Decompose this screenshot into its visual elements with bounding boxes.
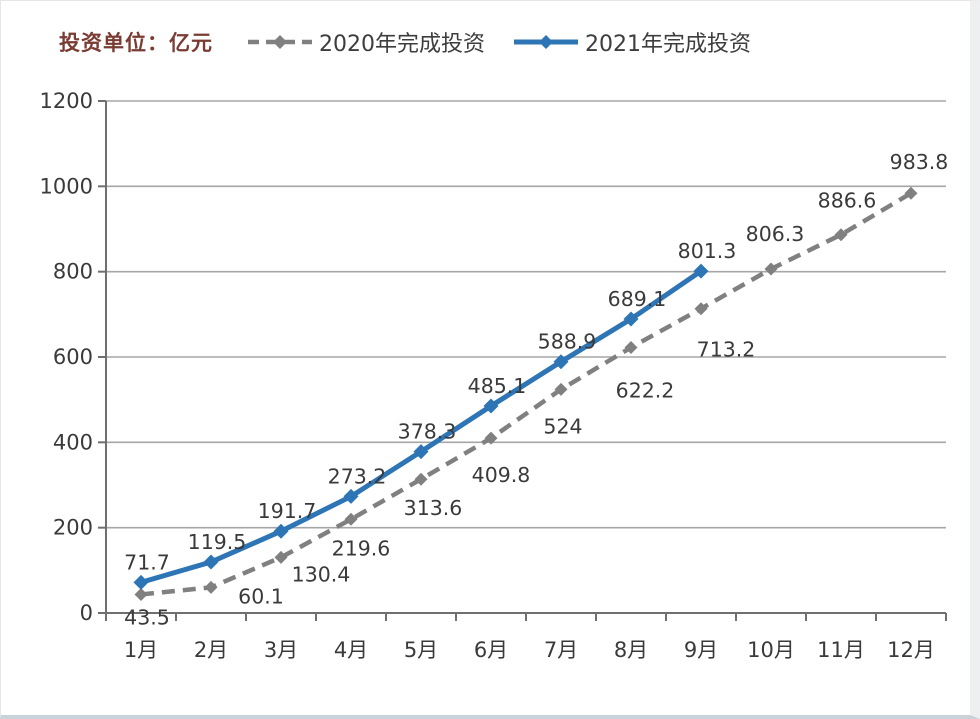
data-label: 713.2 — [697, 338, 756, 362]
data-point-marker — [204, 580, 218, 594]
data-label: 191.7 — [258, 499, 317, 523]
data-label: 524 — [543, 414, 582, 438]
legend-item-2020: 2020年完成投资 — [247, 26, 485, 58]
data-label: 71.7 — [124, 550, 170, 574]
data-point-marker — [414, 472, 428, 486]
x-tick-label: 5月 — [404, 638, 438, 662]
data-point-marker — [344, 512, 358, 526]
chart-legend-bar: 投资单位：亿元 2020年完成投资 2021年完成投资 — [59, 25, 779, 59]
data-point-marker — [764, 262, 778, 276]
data-point-marker — [694, 302, 708, 316]
data-label: 313.6 — [404, 496, 463, 520]
x-tick-label: 12月 — [887, 638, 935, 662]
x-tick-label: 6月 — [474, 638, 508, 662]
x-tick-label: 9月 — [684, 638, 718, 662]
x-tick-label: 2月 — [194, 638, 228, 662]
x-tick-label: 1月 — [124, 638, 158, 662]
data-label: 273.2 — [328, 464, 387, 488]
data-label: 689.1 — [608, 287, 667, 311]
legend: 2020年完成投资 2021年完成投资 — [247, 26, 779, 58]
data-label: 622.2 — [616, 379, 675, 403]
data-point-marker — [273, 523, 289, 539]
solid-line-diamond-icon — [514, 35, 578, 49]
legend-item-2021: 2021年完成投资 — [513, 26, 751, 58]
data-point-marker — [693, 263, 709, 279]
data-point-marker — [274, 550, 288, 564]
data-point-marker — [343, 488, 359, 504]
data-point-marker — [483, 398, 499, 414]
data-point-marker — [553, 354, 569, 370]
legend-label: 2020年完成投资 — [319, 32, 485, 57]
data-label: 485.1 — [468, 374, 527, 398]
x-tick-label: 4月 — [334, 638, 368, 662]
data-label: 886.6 — [818, 189, 877, 213]
y-tick-label: 600 — [53, 345, 93, 369]
data-point-marker — [624, 341, 638, 355]
data-label: 378.3 — [398, 420, 457, 444]
data-label: 409.8 — [472, 463, 531, 487]
data-label: 801.3 — [678, 239, 737, 263]
x-tick-label: 7月 — [544, 638, 578, 662]
data-point-marker — [134, 587, 148, 601]
x-tick-label: 10月 — [747, 638, 795, 662]
data-point-marker — [904, 186, 918, 200]
data-label: 43.5 — [124, 605, 170, 629]
data-point-marker — [623, 311, 639, 327]
y-tick-label: 200 — [53, 516, 93, 540]
unit-label: 投资单位：亿元 — [59, 31, 213, 55]
data-point-marker — [413, 444, 429, 460]
y-tick-label: 1200 — [40, 89, 93, 113]
y-tick-label: 0 — [80, 601, 93, 625]
x-tick-label: 11月 — [817, 638, 865, 662]
data-label: 119.5 — [188, 530, 247, 554]
data-point-marker — [484, 431, 498, 445]
dashed-line-diamond-icon — [248, 35, 312, 49]
data-label: 130.4 — [292, 562, 351, 586]
data-label: 219.6 — [332, 536, 391, 560]
data-label: 983.8 — [890, 150, 949, 174]
data-label: 588.9 — [538, 330, 597, 354]
data-point-marker — [133, 574, 149, 590]
data-point-marker — [834, 228, 848, 242]
legend-label: 2021年完成投资 — [585, 32, 751, 57]
data-point-marker — [203, 554, 219, 570]
data-point-marker — [554, 382, 568, 396]
series-line-2020 — [140, 191, 913, 597]
y-tick-label: 400 — [53, 430, 93, 454]
data-label: 806.3 — [746, 222, 805, 246]
data-label: 60.1 — [238, 584, 284, 608]
y-tick-label: 1000 — [40, 174, 93, 198]
x-tick-label: 3月 — [264, 638, 298, 662]
x-tick-label: 8月 — [614, 638, 648, 662]
y-tick-label: 800 — [53, 260, 93, 284]
